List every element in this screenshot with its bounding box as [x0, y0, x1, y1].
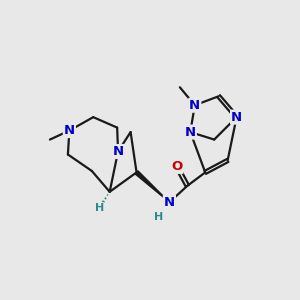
Text: O: O: [171, 160, 182, 173]
Polygon shape: [135, 171, 170, 202]
Text: N: N: [164, 196, 175, 209]
Text: N: N: [112, 145, 124, 158]
Text: N: N: [185, 126, 196, 139]
Text: N: N: [189, 99, 200, 112]
Text: N: N: [64, 124, 75, 137]
Text: H: H: [154, 212, 164, 222]
Text: H: H: [94, 203, 104, 213]
Text: N: N: [231, 111, 242, 124]
